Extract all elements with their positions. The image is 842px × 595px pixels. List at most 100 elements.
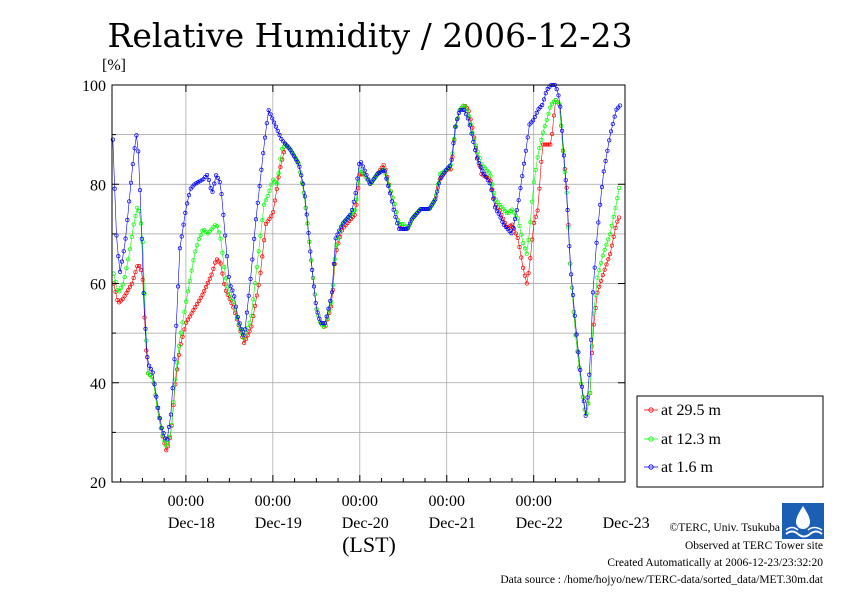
data-point [595, 275, 600, 280]
data-point [267, 188, 272, 193]
data-point [306, 230, 311, 235]
data-point [230, 288, 235, 293]
data-point [196, 298, 201, 304]
data-point [250, 257, 255, 262]
data-point [266, 108, 271, 113]
data-point [295, 160, 300, 165]
y-axis-label: [%] [102, 57, 126, 74]
data-point [293, 157, 298, 162]
data-point [202, 289, 207, 294]
data-point [366, 177, 371, 182]
data-point [543, 91, 548, 96]
data-point [542, 124, 547, 129]
data-point [526, 271, 531, 276]
data-point [539, 137, 544, 142]
data-point [335, 232, 340, 237]
data-point [118, 285, 124, 290]
data-point [532, 114, 537, 119]
data-point [540, 103, 545, 108]
x-tick-label: 00:00 [342, 493, 378, 510]
data-point [193, 305, 198, 310]
data-point [269, 214, 274, 219]
data-point [290, 150, 295, 155]
data-point [169, 423, 174, 428]
data-point [323, 323, 328, 328]
data-point [129, 234, 134, 239]
data-point [205, 280, 210, 285]
data-point [139, 236, 144, 241]
data-point [395, 221, 400, 226]
data-point [191, 308, 196, 313]
data-point [198, 295, 203, 300]
data-point [548, 142, 553, 147]
data-point [195, 243, 200, 248]
data-point [164, 443, 169, 448]
data-point [588, 391, 593, 396]
data-point [214, 224, 220, 229]
data-point [559, 123, 564, 128]
data-point [131, 222, 136, 227]
data-point [617, 185, 622, 191]
data-point [221, 212, 226, 217]
data-point [252, 281, 258, 286]
data-point [144, 348, 149, 353]
data-point [611, 234, 616, 239]
data-point [406, 223, 412, 228]
data-point [493, 205, 498, 210]
data-point [207, 276, 212, 281]
data-point [228, 284, 233, 289]
data-point [602, 247, 607, 252]
data-point [362, 168, 367, 173]
data-point [433, 197, 438, 202]
footer-copyright: ©TERC, Univ. Tsukuba [670, 522, 780, 534]
data-point [191, 258, 196, 263]
x-tick-label: 00:00 [168, 493, 204, 510]
data-point [348, 213, 353, 218]
data-point [615, 219, 620, 224]
data-point [354, 202, 359, 207]
data-point [571, 309, 576, 314]
data-point [116, 254, 121, 259]
data-point [308, 249, 313, 254]
data-point [223, 233, 228, 238]
data-point [142, 291, 147, 296]
data-point [320, 321, 326, 326]
series-layer [110, 82, 623, 453]
x-day-label: Dec-23 [603, 515, 650, 532]
data-point [232, 294, 237, 299]
data-point [540, 130, 546, 135]
data-point [394, 209, 399, 215]
data-point [510, 207, 515, 212]
data-point [243, 327, 248, 332]
data-point [212, 181, 217, 186]
footer-source: Data source : /home/hojyo/new/TERC-data/… [500, 574, 823, 586]
data-point [358, 160, 364, 165]
data-point [546, 111, 551, 116]
data-point [541, 97, 547, 102]
data-point [565, 208, 570, 213]
data-point [193, 249, 198, 254]
data-point [222, 281, 227, 286]
legend-marker-1-6m [648, 464, 654, 470]
data-point [589, 344, 595, 349]
data-point [596, 220, 601, 225]
data-point [539, 159, 544, 164]
data-point [435, 189, 440, 194]
data-point [447, 163, 452, 168]
data-point [145, 355, 150, 360]
data-point [598, 278, 604, 283]
x-day-label: Dec-18 [168, 515, 215, 532]
data-point [525, 135, 530, 140]
data-point [246, 293, 251, 298]
data-point [227, 292, 232, 297]
data-point [272, 198, 278, 203]
data-point [196, 237, 201, 242]
data-point [608, 252, 613, 257]
data-point [265, 193, 270, 199]
data-point [599, 185, 605, 190]
data-point [352, 212, 357, 217]
data-point [612, 114, 617, 119]
data-point [537, 146, 542, 151]
data-point [257, 184, 262, 189]
data-point [500, 219, 505, 224]
